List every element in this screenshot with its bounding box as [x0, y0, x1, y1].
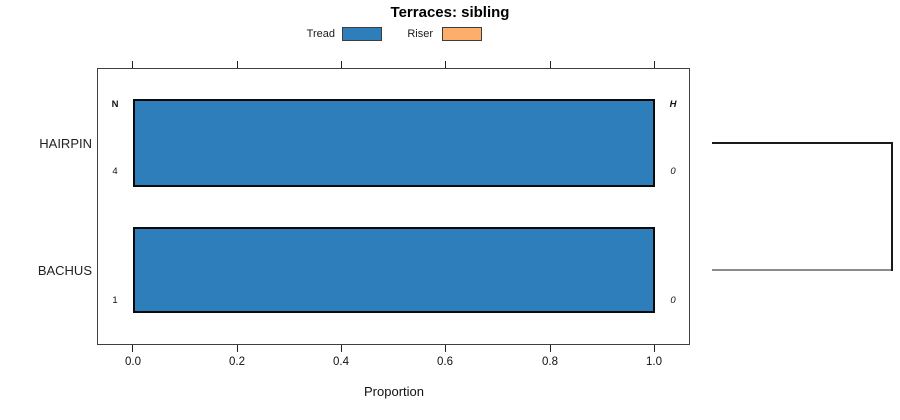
y-category-label-hairpin: HAIRPIN	[39, 136, 92, 151]
tree-branch-hairpin	[712, 142, 893, 144]
x-tick-label: 0.2	[229, 356, 245, 368]
bar-hairpin-tread	[133, 99, 655, 187]
x-axis-top-tick	[550, 61, 551, 68]
x-tick-label: 1.0	[646, 356, 662, 368]
x-axis-top-tick	[445, 61, 446, 68]
legend-label-tread: Tread	[306, 28, 335, 40]
annotation-h-header: H	[669, 99, 677, 110]
annotation-n-header: N	[111, 99, 119, 110]
x-axis-label: Proportion	[364, 384, 424, 399]
y-category-label-bachus: BACHUS	[37, 263, 92, 278]
tread-swatch	[342, 27, 382, 41]
riser-swatch	[442, 27, 482, 41]
x-axis-top-tick	[237, 61, 238, 68]
bar-bachus-tread	[133, 227, 655, 313]
x-axis-bottom-tick	[550, 345, 551, 352]
x-tick-label: 0.4	[333, 356, 349, 368]
x-axis-bottom-tick	[132, 345, 133, 352]
tree-connector	[891, 142, 893, 271]
x-axis-bottom-tick	[341, 345, 342, 352]
annotation-h-value-hairpin: 0	[670, 166, 676, 177]
annotation-n-value-bachus: 1	[112, 295, 118, 306]
legend-label-riser: Riser	[407, 28, 433, 40]
x-axis-top-tick	[654, 61, 655, 68]
x-axis-bottom-tick	[654, 345, 655, 352]
x-axis-top-tick	[341, 61, 342, 68]
x-axis-bottom-tick	[237, 345, 238, 352]
x-tick-label: 0.8	[542, 356, 558, 368]
x-axis-top-tick	[132, 61, 133, 68]
x-tick-label: 0.6	[437, 356, 453, 368]
annotation-n-value-hairpin: 4	[112, 166, 118, 177]
annotation-h-value-bachus: 0	[670, 295, 676, 306]
x-tick-label: 0.0	[125, 356, 141, 368]
tree-branch-bachus	[712, 269, 893, 271]
chart-title: Terraces: sibling	[390, 4, 510, 21]
x-axis-bottom-tick	[445, 345, 446, 352]
